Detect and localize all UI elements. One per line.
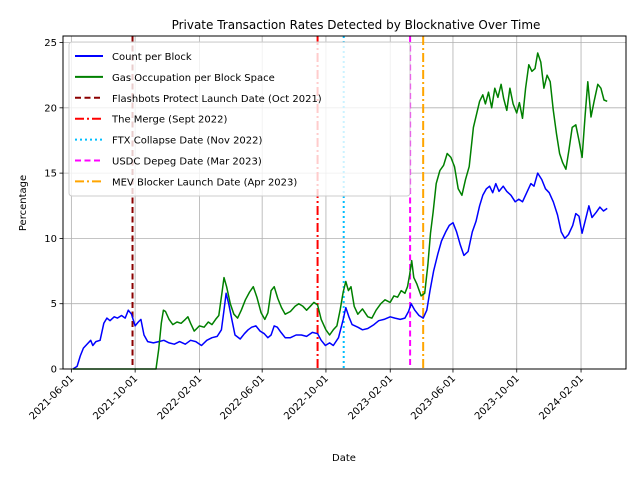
y-tick-label: 20 bbox=[44, 103, 57, 114]
legend-box bbox=[68, 41, 411, 197]
legend: Count per Block Gas Occupation per Block … bbox=[68, 41, 411, 197]
y-tick-label: 0 bbox=[51, 365, 57, 376]
plot-frame bbox=[62, 35, 627, 370]
y-tick-label: 5 bbox=[51, 299, 57, 310]
y-axis-ticks: 0 5 10 15 20 25 bbox=[44, 38, 63, 376]
legend-label: FTX Collapse Date (Nov 2022) bbox=[112, 136, 263, 147]
legend-items: Count per Block Gas Occupation per Block … bbox=[75, 52, 322, 188]
series-line bbox=[72, 172, 608, 370]
legend-label: MEV Blocker Launch Date (Apr 2023) bbox=[112, 177, 297, 188]
y-axis-label: Percentage bbox=[18, 175, 29, 231]
legend-label: Count per Block bbox=[112, 52, 192, 63]
y-tick-label: 15 bbox=[44, 169, 57, 180]
legend-label: Gas Occupation per Block Space bbox=[112, 73, 275, 84]
legend-label: The Merge (Sept 2022) bbox=[111, 115, 227, 126]
legend-label: Flashbots Protect Launch Date (Oct 2021) bbox=[112, 94, 322, 105]
chart-title: Private Transaction Rates Detected by Bl… bbox=[172, 18, 541, 32]
y-tick-label: 10 bbox=[44, 234, 57, 245]
legend-label: USDC Depeg Date (Mar 2023) bbox=[112, 157, 262, 168]
x-axis-label: Date bbox=[332, 453, 356, 464]
y-tick-label: 25 bbox=[44, 38, 57, 49]
series-line bbox=[72, 52, 608, 370]
series-lines bbox=[72, 52, 608, 370]
